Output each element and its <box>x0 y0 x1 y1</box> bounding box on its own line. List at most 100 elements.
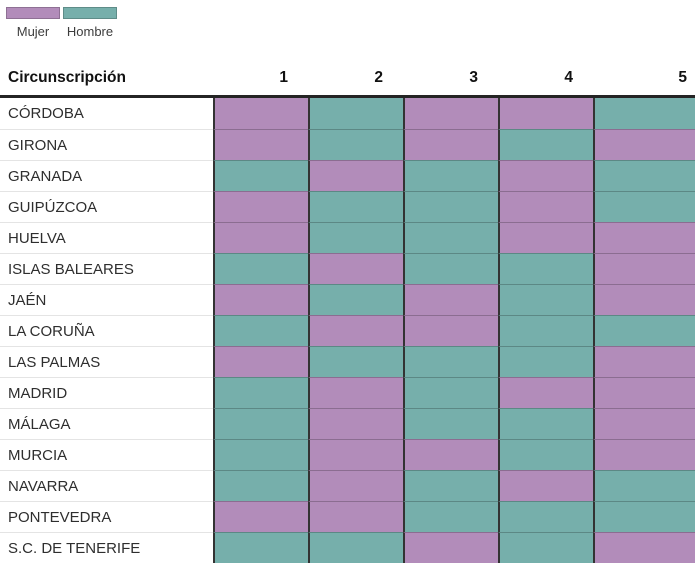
cell-hombre <box>213 160 308 191</box>
cell-hombre <box>213 532 308 563</box>
table-row: CÓRDOBA <box>0 98 695 129</box>
cell-mujer <box>403 439 498 470</box>
row-label: LAS PALMAS <box>0 346 213 377</box>
cell-hombre <box>213 253 308 284</box>
cell-mujer <box>213 284 308 315</box>
cell-mujer <box>308 439 403 470</box>
cell-mujer <box>308 160 403 191</box>
cell-hombre <box>498 501 593 532</box>
row-label: HUELVA <box>0 222 213 253</box>
cell-hombre <box>403 377 498 408</box>
cell-mujer <box>213 129 308 160</box>
cell-mujer <box>308 501 403 532</box>
cell-hombre <box>213 377 308 408</box>
table-row: MADRID <box>0 377 695 408</box>
cell-hombre <box>213 470 308 501</box>
cell-hombre <box>498 284 593 315</box>
cell-mujer <box>308 315 403 346</box>
row-label: LA CORUÑA <box>0 315 213 346</box>
cell-hombre <box>308 191 403 222</box>
column-header-3: 3 <box>469 68 478 86</box>
cell-hombre <box>593 98 695 129</box>
cell-hombre <box>498 315 593 346</box>
row-label: PONTEVEDRA <box>0 501 213 532</box>
cell-hombre <box>593 315 695 346</box>
row-label: GIRONA <box>0 129 213 160</box>
cell-mujer <box>213 501 308 532</box>
cell-hombre <box>213 408 308 439</box>
cell-hombre <box>308 222 403 253</box>
cell-hombre <box>593 160 695 191</box>
column-header-5: 5 <box>678 68 687 86</box>
row-label: ISLAS BALEARES <box>0 253 213 284</box>
table-row: PONTEVEDRA <box>0 501 695 532</box>
table-row: ISLAS BALEARES <box>0 253 695 284</box>
cell-hombre <box>498 253 593 284</box>
cell-hombre <box>308 346 403 377</box>
cell-hombre <box>593 501 695 532</box>
cell-mujer <box>308 408 403 439</box>
legend-item-hombre: Hombre <box>63 7 117 39</box>
table-row: NAVARRA <box>0 470 695 501</box>
cell-hombre <box>308 129 403 160</box>
row-label: JAÉN <box>0 284 213 315</box>
cell-hombre <box>498 439 593 470</box>
cell-hombre <box>213 315 308 346</box>
cell-mujer <box>403 284 498 315</box>
cell-hombre <box>498 346 593 377</box>
cell-mujer <box>593 346 695 377</box>
table-row: HUELVA <box>0 222 695 253</box>
table-row: GRANADA <box>0 160 695 191</box>
cell-hombre <box>593 470 695 501</box>
cell-mujer <box>403 532 498 563</box>
cell-hombre <box>403 160 498 191</box>
cell-mujer <box>498 377 593 408</box>
legend: Mujer Hombre <box>6 7 117 39</box>
table-row: GIRONA <box>0 129 695 160</box>
cell-mujer <box>498 222 593 253</box>
table-row: JAÉN <box>0 284 695 315</box>
table-header: Circunscripción 1 2 3 4 5 <box>0 62 695 93</box>
cell-mujer <box>593 129 695 160</box>
row-label: CÓRDOBA <box>0 98 213 129</box>
table-body: CÓRDOBA GIRONA GRANADA GUIPÚZCOA HUELVA ISLAS… <box>0 95 695 563</box>
row-label: MURCIA <box>0 439 213 470</box>
cell-hombre <box>403 408 498 439</box>
row-label: GUIPÚZCOA <box>0 191 213 222</box>
cell-mujer <box>593 253 695 284</box>
cell-mujer <box>403 129 498 160</box>
legend-swatch-hombre <box>63 7 117 19</box>
cell-hombre <box>593 191 695 222</box>
row-label: MÁLAGA <box>0 408 213 439</box>
cell-mujer <box>213 98 308 129</box>
legend-label-mujer: Mujer <box>16 24 50 39</box>
row-label: GRANADA <box>0 160 213 191</box>
row-label: MADRID <box>0 377 213 408</box>
column-header-1: 1 <box>279 68 288 86</box>
table-row: LA CORUÑA <box>0 315 695 346</box>
legend-item-mujer: Mujer <box>6 7 60 39</box>
table-row: S.C. DE TENERIFE <box>0 532 695 563</box>
cell-hombre <box>498 408 593 439</box>
cell-mujer <box>308 253 403 284</box>
cell-hombre <box>403 191 498 222</box>
table-row: LAS PALMAS <box>0 346 695 377</box>
row-label: S.C. DE TENERIFE <box>0 532 213 563</box>
cell-mujer <box>593 222 695 253</box>
row-label: NAVARRA <box>0 470 213 501</box>
table-row: MURCIA <box>0 439 695 470</box>
cell-hombre <box>498 532 593 563</box>
column-header-2: 2 <box>374 68 383 86</box>
legend-swatch-mujer <box>6 7 60 19</box>
cell-mujer <box>498 98 593 129</box>
cell-mujer <box>498 160 593 191</box>
cell-hombre <box>403 253 498 284</box>
cell-hombre <box>308 98 403 129</box>
cell-hombre <box>308 284 403 315</box>
cell-hombre <box>403 222 498 253</box>
cell-hombre <box>403 346 498 377</box>
table-row: MÁLAGA <box>0 408 695 439</box>
cell-hombre <box>403 501 498 532</box>
cell-mujer <box>403 315 498 346</box>
